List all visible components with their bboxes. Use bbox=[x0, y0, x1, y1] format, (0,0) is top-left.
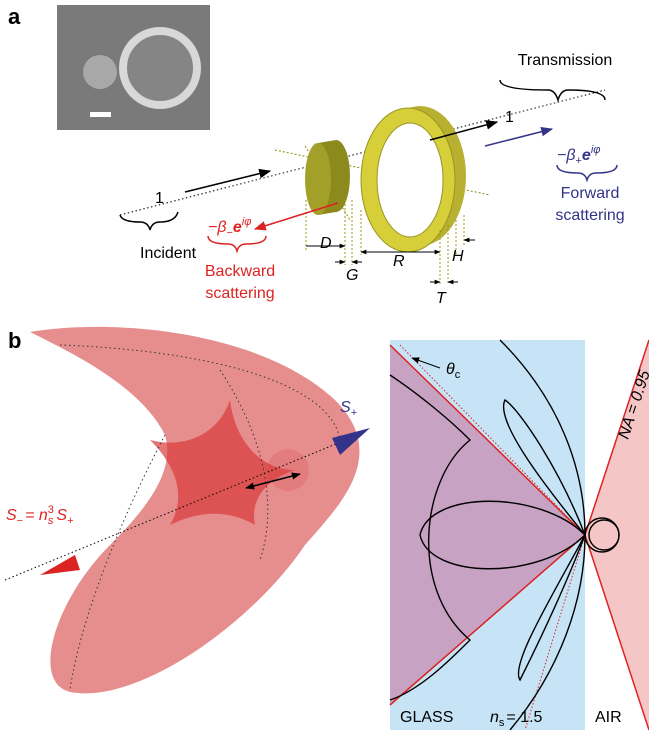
radiation-pattern bbox=[389, 339, 620, 730]
glass-label: GLASS bbox=[400, 709, 453, 726]
amplitude: 1 bbox=[155, 190, 164, 207]
ns-label: ns = 1.5 bbox=[490, 709, 543, 729]
critical-cone bbox=[390, 345, 585, 705]
dim-label: G bbox=[346, 267, 358, 284]
brace bbox=[207, 235, 267, 254]
ring-hole bbox=[376, 122, 444, 238]
theta-arrow bbox=[411, 357, 441, 369]
backward-arrowhead bbox=[40, 555, 80, 575]
theta-label: θc bbox=[446, 361, 461, 381]
transmit-arrow bbox=[429, 120, 499, 141]
forward-arrow bbox=[484, 127, 554, 147]
dotted-line bbox=[399, 344, 586, 730]
contour bbox=[59, 344, 341, 691]
sem-disk bbox=[83, 55, 117, 89]
panel-a: a D G R H T 1 1 Transmission −β+eiφ Forw… bbox=[8, 4, 625, 307]
dimension-arrows bbox=[306, 237, 475, 285]
incident-arrow bbox=[184, 168, 272, 193]
axis bbox=[4, 431, 366, 581]
forward-arrowhead bbox=[332, 428, 370, 455]
dipole-arrow bbox=[245, 472, 301, 490]
dim-label: T bbox=[436, 290, 447, 307]
axis bbox=[119, 89, 606, 216]
scale-bar bbox=[90, 112, 111, 117]
brace bbox=[556, 164, 618, 183]
forward-coefficient: −β+eiφ bbox=[557, 144, 600, 167]
forward-label: Forward bbox=[561, 185, 620, 202]
cusp-surface bbox=[150, 400, 295, 525]
dim-label: H bbox=[452, 248, 464, 265]
panel-label: a bbox=[8, 4, 21, 29]
brace bbox=[499, 79, 606, 103]
panel-label: b bbox=[8, 328, 21, 353]
dim-label: D bbox=[320, 235, 332, 252]
dimension-lines bbox=[305, 200, 465, 285]
panel-b: b S+ S− = n3 s S+ θc NA = 0.95 GLASS ns = 1.… bbox=[4, 326, 649, 730]
brace bbox=[119, 211, 179, 231]
air-label: AIR bbox=[595, 709, 622, 726]
sem-ring bbox=[119, 27, 201, 109]
s-minus: S− = n3 s S+ bbox=[6, 504, 74, 527]
backward-coefficient: −β−eiφ bbox=[208, 216, 251, 239]
backward-label: scattering bbox=[205, 285, 274, 302]
na-cone bbox=[585, 340, 649, 730]
backward-arrow bbox=[253, 202, 339, 231]
dim-label: R bbox=[393, 253, 405, 270]
disk-face bbox=[305, 143, 331, 215]
amplitude: 1 bbox=[505, 109, 514, 126]
forward-label: scattering bbox=[555, 207, 624, 224]
s-plus: S+ bbox=[340, 399, 358, 419]
incident-label: Incident bbox=[140, 245, 197, 262]
transmission-label: Transmission bbox=[518, 52, 613, 69]
backward-label: Backward bbox=[205, 263, 275, 280]
